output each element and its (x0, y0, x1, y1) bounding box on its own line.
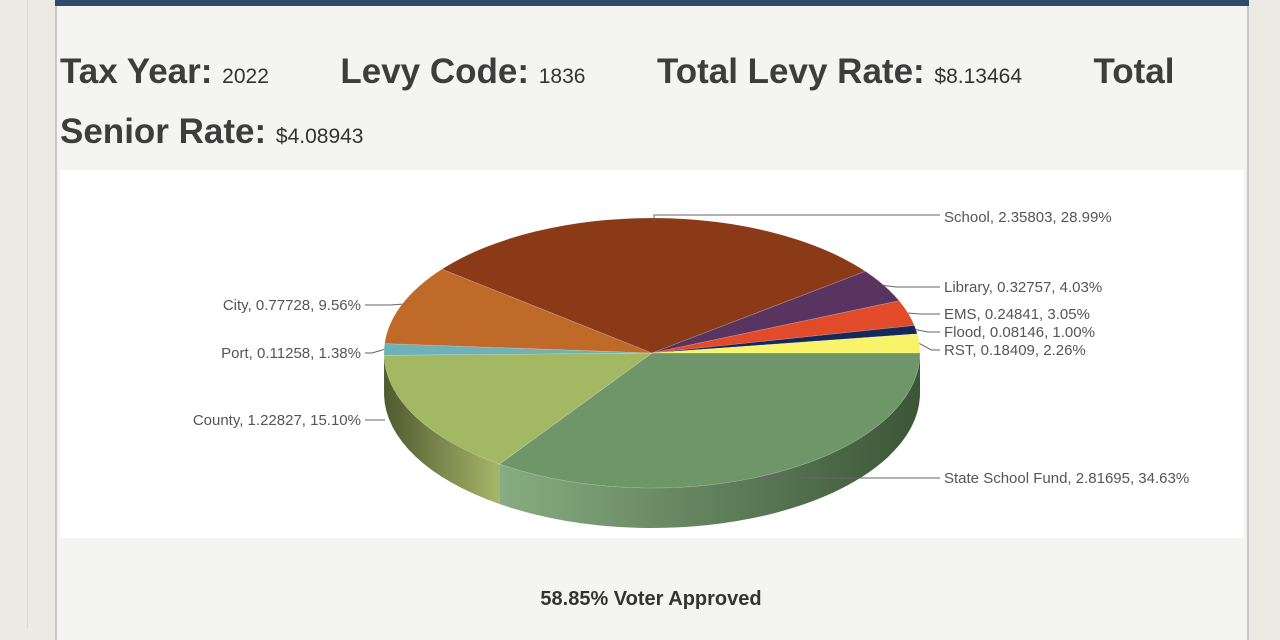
pie-label-text: Port, 0.11258, 1.38% (221, 345, 361, 362)
pie-label-rst: RST, 0.18409, 2.26% (919, 342, 1085, 359)
pie-label-text: EMS, 0.24841, 3.05% (944, 306, 1090, 323)
pie-label-text: Flood, 0.08146, 1.00% (944, 324, 1095, 341)
pie-label-ems: EMS, 0.24841, 3.05% (908, 306, 1090, 323)
pie-label-library: Library, 0.32757, 4.03% (884, 279, 1102, 296)
pie-label-port: Port, 0.11258, 1.38% (221, 345, 384, 362)
pie-label-text: RST, 0.18409, 2.26% (944, 342, 1086, 359)
pie-label-county: County, 1.22827, 15.10% (193, 412, 385, 429)
pie-label-text: County, 1.22827, 15.10% (193, 412, 361, 429)
voter-approved-text: 58.85% Voter Approved (0, 588, 1280, 611)
pie-label-text: City, 0.77728, 9.56% (223, 297, 361, 314)
pie-label-text: State School Fund, 2.81695, 34.63% (944, 470, 1189, 487)
pie-label-city: City, 0.77728, 9.56% (223, 297, 402, 314)
pie-label-flood: Flood, 0.08146, 1.00% (916, 324, 1095, 341)
pie-label-text: School, 2.35803, 28.99% (944, 209, 1112, 226)
pie-label-text: Library, 0.32757, 4.03% (944, 279, 1102, 296)
pie-slices (384, 218, 920, 488)
